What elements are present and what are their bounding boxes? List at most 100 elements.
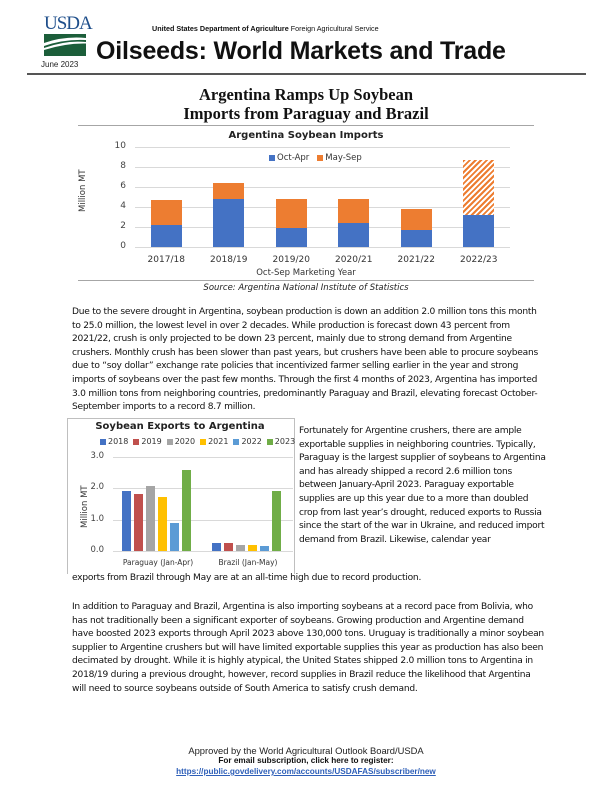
chart2-legend: 2018 2019 2020 2021 2022 2023	[100, 437, 295, 446]
bar-oct-apr-2019-20	[275, 228, 307, 247]
gridline	[135, 167, 510, 168]
bar-2020-0	[145, 486, 155, 551]
bar-2022-0	[169, 523, 179, 551]
gridline	[113, 488, 293, 490]
y-tick-label: 4	[120, 201, 126, 211]
gridline	[135, 227, 510, 228]
bar-2018-1	[211, 543, 221, 551]
legend-label: 2020	[174, 437, 196, 446]
legend-label: May-Sep	[325, 153, 362, 163]
legend-swatch-icon	[166, 438, 173, 445]
agency-line: United States Department of Agriculture …	[152, 24, 379, 33]
legend-2018: 2018	[100, 437, 128, 446]
bar-2020-1	[235, 544, 245, 551]
gridline	[135, 247, 510, 248]
bar-2019-0	[133, 493, 143, 551]
legend-swatch-icon	[233, 438, 240, 445]
legend-label: 2019	[141, 437, 162, 446]
legend-2023: 2023	[266, 437, 296, 446]
legend-oct-apr: Oct-Apr	[269, 153, 309, 163]
section-rule-bottom	[78, 280, 534, 281]
x-tick-label: 2022/23	[460, 255, 498, 265]
bar-may-sep-2019-20	[275, 199, 307, 228]
bar-oct-apr-2020-21	[338, 223, 370, 247]
y-tick-label: 8	[120, 161, 126, 171]
gridline	[113, 551, 293, 552]
chart1-plot-area	[135, 147, 510, 248]
x-tick-label: Paraguay (Jan-Apr)	[122, 558, 194, 567]
agency-name: United States Department of Agriculture	[152, 24, 289, 33]
chart1-source: Source: Argentina National Institute of …	[203, 283, 409, 293]
footer-subscribe: For email subscription, click here to re…	[218, 756, 394, 765]
bar-oct-apr-2022-23	[463, 215, 495, 247]
legend-swatch-icon	[100, 438, 106, 445]
agency-service: Foreign Agricultural Service	[290, 24, 379, 33]
usda-logo-text: USDA	[44, 13, 93, 34]
legend-label: Oct-Apr	[277, 153, 310, 163]
legend-label: 2022	[241, 437, 262, 446]
x-tick-label: Brazil (Jan-May)	[218, 558, 278, 567]
y-tick-label: 6	[120, 181, 126, 191]
issue-date: June 2023	[41, 60, 79, 69]
legend-label: 2023	[274, 437, 296, 446]
bar-2019-1	[223, 542, 233, 551]
gridline	[113, 457, 293, 458]
bar-may-sep-2021-22	[400, 209, 432, 230]
chart1-legend: Oct-Apr May-Sep	[269, 153, 362, 163]
chart1-xlabel: Oct-Sep Marketing Year	[256, 268, 356, 278]
y-tick-label: 3.0	[90, 451, 104, 461]
footer-approval: Approved by the World Agricultural Outlo…	[188, 745, 424, 756]
bar-2018-0	[121, 490, 131, 551]
legend-2022: 2022	[233, 437, 262, 446]
legend-swatch-icon	[317, 155, 324, 161]
y-tick-label: 1.0	[90, 513, 104, 524]
bar-2023-1	[271, 490, 281, 551]
usda-logo-graphic-icon	[44, 34, 86, 56]
y-tick-label: 0	[120, 241, 126, 251]
x-tick-label: 2019/20	[272, 255, 310, 265]
y-tick-label: 2.0	[90, 482, 104, 493]
y-tick-label: 0.0	[90, 545, 104, 555]
legend-swatch-icon	[133, 438, 140, 445]
paragraph-2-continued: exports from Brazil through May are at a…	[72, 573, 422, 583]
chart1-title: Argentina Soybean Imports	[228, 130, 384, 141]
x-tick-label: 2021/22	[397, 255, 435, 265]
paragraph-3: In addition to Paraguay and Brazil, Arge…	[72, 602, 544, 694]
bar-oct-apr-2018-19	[213, 199, 245, 247]
usda-logo: USDA	[44, 13, 93, 56]
bar-may-sep-2018-19	[213, 183, 245, 199]
bar-2021-0	[157, 497, 167, 551]
bar-may-sep-2022-23	[463, 160, 495, 215]
subscription-link[interactable]: https://public.govdelivery.com/accounts/…	[176, 767, 436, 776]
bar-may-sep-2020-21	[338, 199, 370, 223]
section-title-line1: Argentina Ramps Up Soybean	[198, 85, 414, 104]
bar-2023-0	[181, 469, 191, 551]
gridline	[113, 519, 293, 521]
legend-2021: 2021	[200, 437, 228, 446]
section-rule-top	[78, 125, 534, 126]
bar-oct-apr-2017-18	[150, 225, 182, 247]
paragraph-1: Due to the severe drought in Argentina, …	[72, 307, 538, 413]
bar-2022-1	[259, 545, 269, 551]
bar-2021-1	[247, 544, 257, 551]
y-tick-label: 2	[120, 221, 126, 231]
gridline	[135, 147, 510, 148]
bar-oct-apr-2021-22	[400, 230, 432, 247]
chart2-plot-area	[113, 457, 293, 552]
legend-may-sep: May-Sep	[317, 153, 362, 163]
x-tick-label: 2018/19	[210, 255, 248, 265]
legend-label: 2021	[208, 437, 229, 446]
legend-swatch-icon	[269, 155, 275, 161]
gridline	[135, 207, 510, 208]
legend-swatch-icon	[266, 438, 273, 445]
x-tick-label: 2017/18	[147, 255, 185, 265]
bar-may-sep-2017-18	[150, 200, 182, 225]
chart2-title: Soybean Exports to Argentina	[95, 421, 265, 432]
header-rule	[27, 73, 586, 75]
legend-swatch-icon	[200, 438, 207, 445]
chart1-ylabel: Million MT	[78, 169, 88, 212]
section-title: Argentina Ramps Up Soybean Imports from …	[100, 85, 512, 123]
gridline	[135, 187, 510, 188]
legend-2019: 2019	[133, 437, 162, 446]
legend-2020: 2020	[166, 437, 196, 446]
